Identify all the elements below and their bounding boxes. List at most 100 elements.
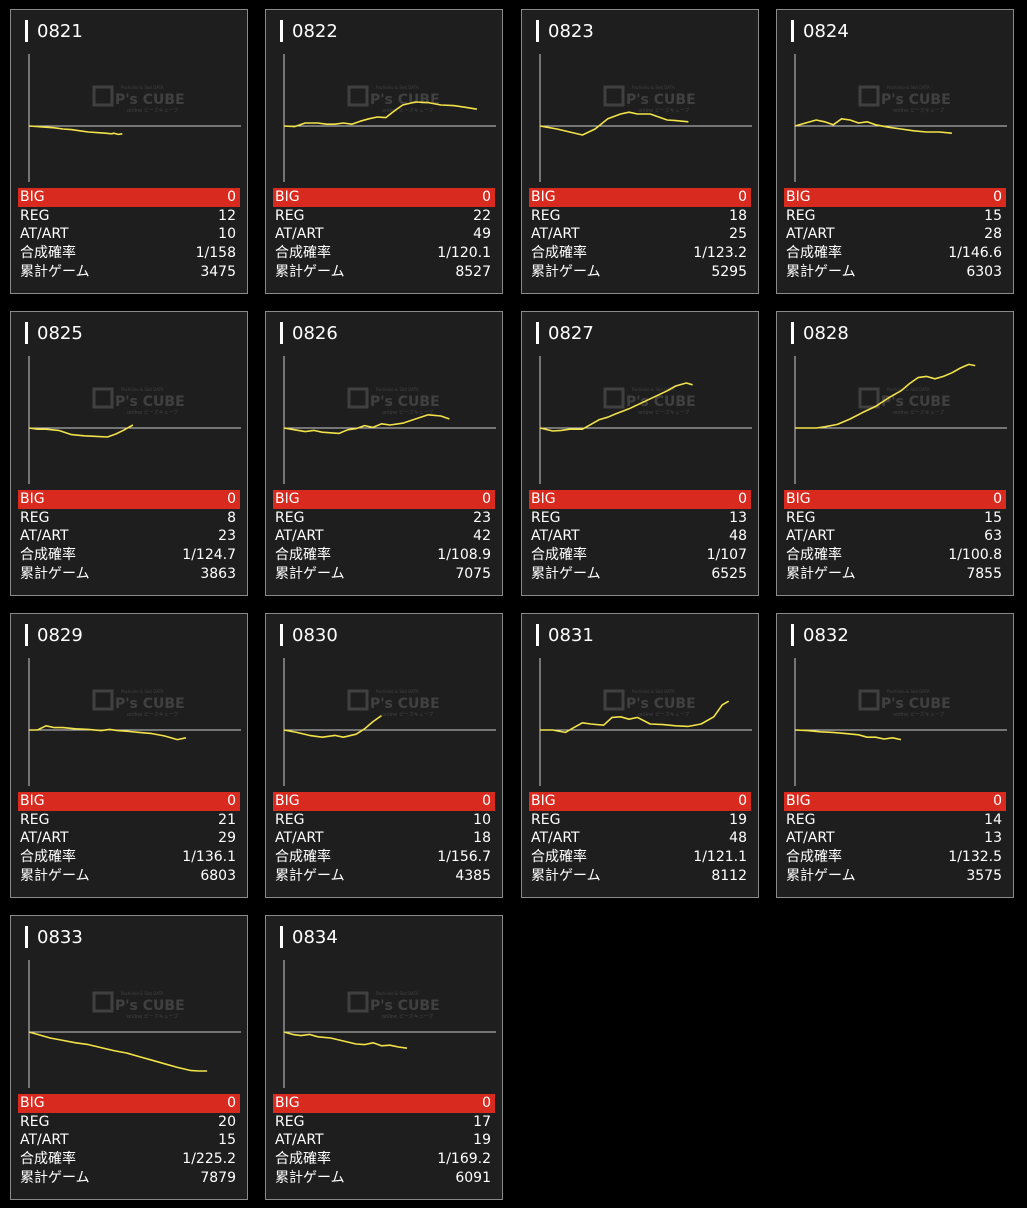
cube-logo-icon — [92, 387, 114, 409]
stat-row-reg: REG 17 — [273, 1113, 495, 1132]
watermark-sub: online ピーズキューブ — [638, 107, 689, 114]
machine-number: 0826 — [280, 322, 338, 344]
machine-card[interactable]: 0826 P's CUBE Pachinko & Slot DATA online ピ… — [265, 311, 503, 596]
machine-card[interactable]: 0825 P's CUBE Pachinko & Slot DATA online ピ… — [10, 311, 248, 596]
machine-card[interactable]: 0823 P's CUBE Pachinko & Slot DATA online ピ… — [521, 9, 759, 294]
stat-value-rate: 1/124.7 — [182, 547, 236, 563]
slump-graph: P's CUBE Pachinko & Slot DATA online ピーズキュ… — [11, 654, 249, 789]
stat-value-big: 0 — [227, 189, 236, 205]
stat-row-rate: 合成確率 1/158 — [18, 244, 240, 263]
machine-card[interactable]: 0828 P's CUBE Pachinko & Slot DATA online ピ… — [776, 311, 1014, 596]
machine-card[interactable]: 0827 P's CUBE Pachinko & Slot DATA online ピ… — [521, 311, 759, 596]
watermark: P's CUBE Pachinko & Slot DATA online ピーズキュ… — [347, 387, 440, 416]
slump-graph-svg: P's CUBE Pachinko & Slot DATA online ピーズキュ… — [539, 356, 752, 484]
watermark-tagline: Pachinko & Slot DATA — [121, 689, 164, 694]
stat-row-rate: 合成確率 1/107 — [529, 546, 751, 565]
stat-row-reg: REG 14 — [784, 811, 1006, 830]
watermark-sub: online ピーズキューブ — [127, 107, 178, 114]
stat-label-reg: REG — [275, 510, 305, 526]
machine-card[interactable]: 0824 P's CUBE Pachinko & Slot DATA online ピ… — [776, 9, 1014, 294]
stat-row-at: AT/ART 15 — [18, 1131, 240, 1150]
stat-row-at: AT/ART 25 — [529, 225, 751, 244]
stat-row-rate: 合成確率 1/136.1 — [18, 848, 240, 867]
stat-value-rate: 1/156.7 — [437, 849, 491, 865]
stat-row-games: 累計ゲーム 7879 — [18, 1169, 240, 1188]
slump-graph-svg: P's CUBE Pachinko & Slot DATA online ピーズキュ… — [283, 54, 496, 182]
stat-row-reg: REG 15 — [784, 207, 1006, 226]
stat-label-at: AT/ART — [531, 226, 580, 242]
machine-card[interactable]: 0822 P's CUBE Pachinko & Slot DATA online ピ… — [265, 9, 503, 294]
stat-value-big: 0 — [482, 1095, 491, 1111]
stat-value-rate: 1/146.6 — [948, 245, 1002, 261]
stat-row-at: AT/ART 23 — [18, 527, 240, 546]
stat-label-rate: 合成確率 — [275, 849, 331, 865]
watermark: P's CUBE Pachinko & Slot DATA online ピーズキュ… — [347, 689, 440, 718]
stat-row-games: 累計ゲーム 6803 — [18, 867, 240, 886]
slump-graph-svg: P's CUBE Pachinko & Slot DATA online ピーズキュ… — [28, 658, 241, 786]
watermark-brand: P's CUBE — [115, 92, 185, 108]
slump-graph: P's CUBE Pachinko & Slot DATA online ピーズキュ… — [777, 654, 1015, 789]
machine-number: 0831 — [536, 624, 594, 646]
watermark: P's CUBE Pachinko & Slot DATA online ピーズキュ… — [92, 387, 185, 416]
cube-logo-icon — [92, 85, 114, 107]
machine-card[interactable]: 0821 P's CUBE Pachinko & Slot DATA online ピ… — [10, 9, 248, 294]
machine-number: 0830 — [280, 624, 338, 646]
watermark-brand: P's CUBE — [881, 394, 951, 410]
cube-logo-icon — [92, 689, 114, 711]
watermark: P's CUBE Pachinko & Slot DATA online ピーズキュ… — [603, 387, 696, 416]
stat-label-rate: 合成確率 — [275, 245, 331, 261]
stat-row-games: 累計ゲーム 5295 — [529, 263, 751, 282]
machine-number: 0829 — [25, 624, 83, 646]
machine-card[interactable]: 0834 P's CUBE Pachinko & Slot DATA online ピ… — [265, 915, 503, 1200]
stat-row-at: AT/ART 10 — [18, 225, 240, 244]
stat-label-rate: 合成確率 — [531, 849, 587, 865]
series-line — [540, 700, 730, 734]
watermark-tagline: Pachinko & Slot DATA — [632, 689, 675, 694]
stat-row-rate: 合成確率 1/121.1 — [529, 848, 751, 867]
machine-card[interactable]: 0833 P's CUBE Pachinko & Slot DATA online ピ… — [10, 915, 248, 1200]
watermark-tagline: Pachinko & Slot DATA — [887, 689, 930, 694]
stat-row-games: 累計ゲーム 8527 — [273, 263, 495, 282]
watermark-tagline: Pachinko & Slot DATA — [121, 991, 164, 996]
stat-label-games: 累計ゲーム — [275, 566, 345, 582]
stat-label-rate: 合成確率 — [20, 547, 76, 563]
machine-card[interactable]: 0829 P's CUBE Pachinko & Slot DATA online ピ… — [10, 613, 248, 898]
stat-row-big: BIG 0 — [529, 188, 751, 207]
series-line — [794, 118, 952, 134]
stat-value-big: 0 — [227, 793, 236, 809]
machine-number: 0824 — [791, 20, 849, 42]
stat-label-games: 累計ゲーム — [531, 868, 601, 884]
machine-card[interactable]: 0832 P's CUBE Pachinko & Slot DATA online ピ… — [776, 613, 1014, 898]
machine-card[interactable]: 0831 P's CUBE Pachinko & Slot DATA online ピ… — [521, 613, 759, 898]
stat-value-big: 0 — [227, 1095, 236, 1111]
slump-graph: P's CUBE Pachinko & Slot DATA online ピーズキュ… — [11, 50, 249, 185]
stat-value-reg: 19 — [729, 812, 747, 828]
stat-label-big: BIG — [275, 793, 300, 809]
watermark-brand: P's CUBE — [370, 92, 440, 108]
stat-value-games: 7855 — [966, 566, 1002, 582]
stat-row-games: 累計ゲーム 4385 — [273, 867, 495, 886]
stat-label-big: BIG — [20, 793, 45, 809]
stat-label-at: AT/ART — [275, 1132, 324, 1148]
stat-value-at: 28 — [984, 226, 1002, 242]
cube-logo-icon — [347, 85, 369, 107]
stat-row-rate: 合成確率 1/124.7 — [18, 546, 240, 565]
stat-value-rate: 1/169.2 — [437, 1151, 491, 1167]
machine-card[interactable]: 0830 P's CUBE Pachinko & Slot DATA online ピ… — [265, 613, 503, 898]
watermark: P's CUBE Pachinko & Slot DATA online ピーズキュ… — [92, 689, 185, 718]
cube-logo-icon — [603, 387, 625, 409]
slump-graph-svg: P's CUBE Pachinko & Slot DATA online ピーズキュ… — [794, 54, 1007, 182]
stat-value-games: 8112 — [711, 868, 747, 884]
watermark: P's CUBE Pachinko & Slot DATA online ピーズキュ… — [347, 991, 440, 1020]
stat-label-games: 累計ゲーム — [531, 264, 601, 280]
stat-row-big: BIG 0 — [18, 188, 240, 207]
stat-value-at: 49 — [473, 226, 491, 242]
stat-row-big: BIG 0 — [18, 1094, 240, 1113]
watermark-sub: online ピーズキューブ — [893, 409, 944, 416]
watermark-sub: online ピーズキューブ — [127, 1013, 178, 1020]
stat-value-big: 0 — [738, 189, 747, 205]
stat-label-reg: REG — [275, 1114, 305, 1130]
stat-label-rate: 合成確率 — [20, 1151, 76, 1167]
watermark-brand: P's CUBE — [370, 998, 440, 1014]
stat-row-reg: REG 20 — [18, 1113, 240, 1132]
